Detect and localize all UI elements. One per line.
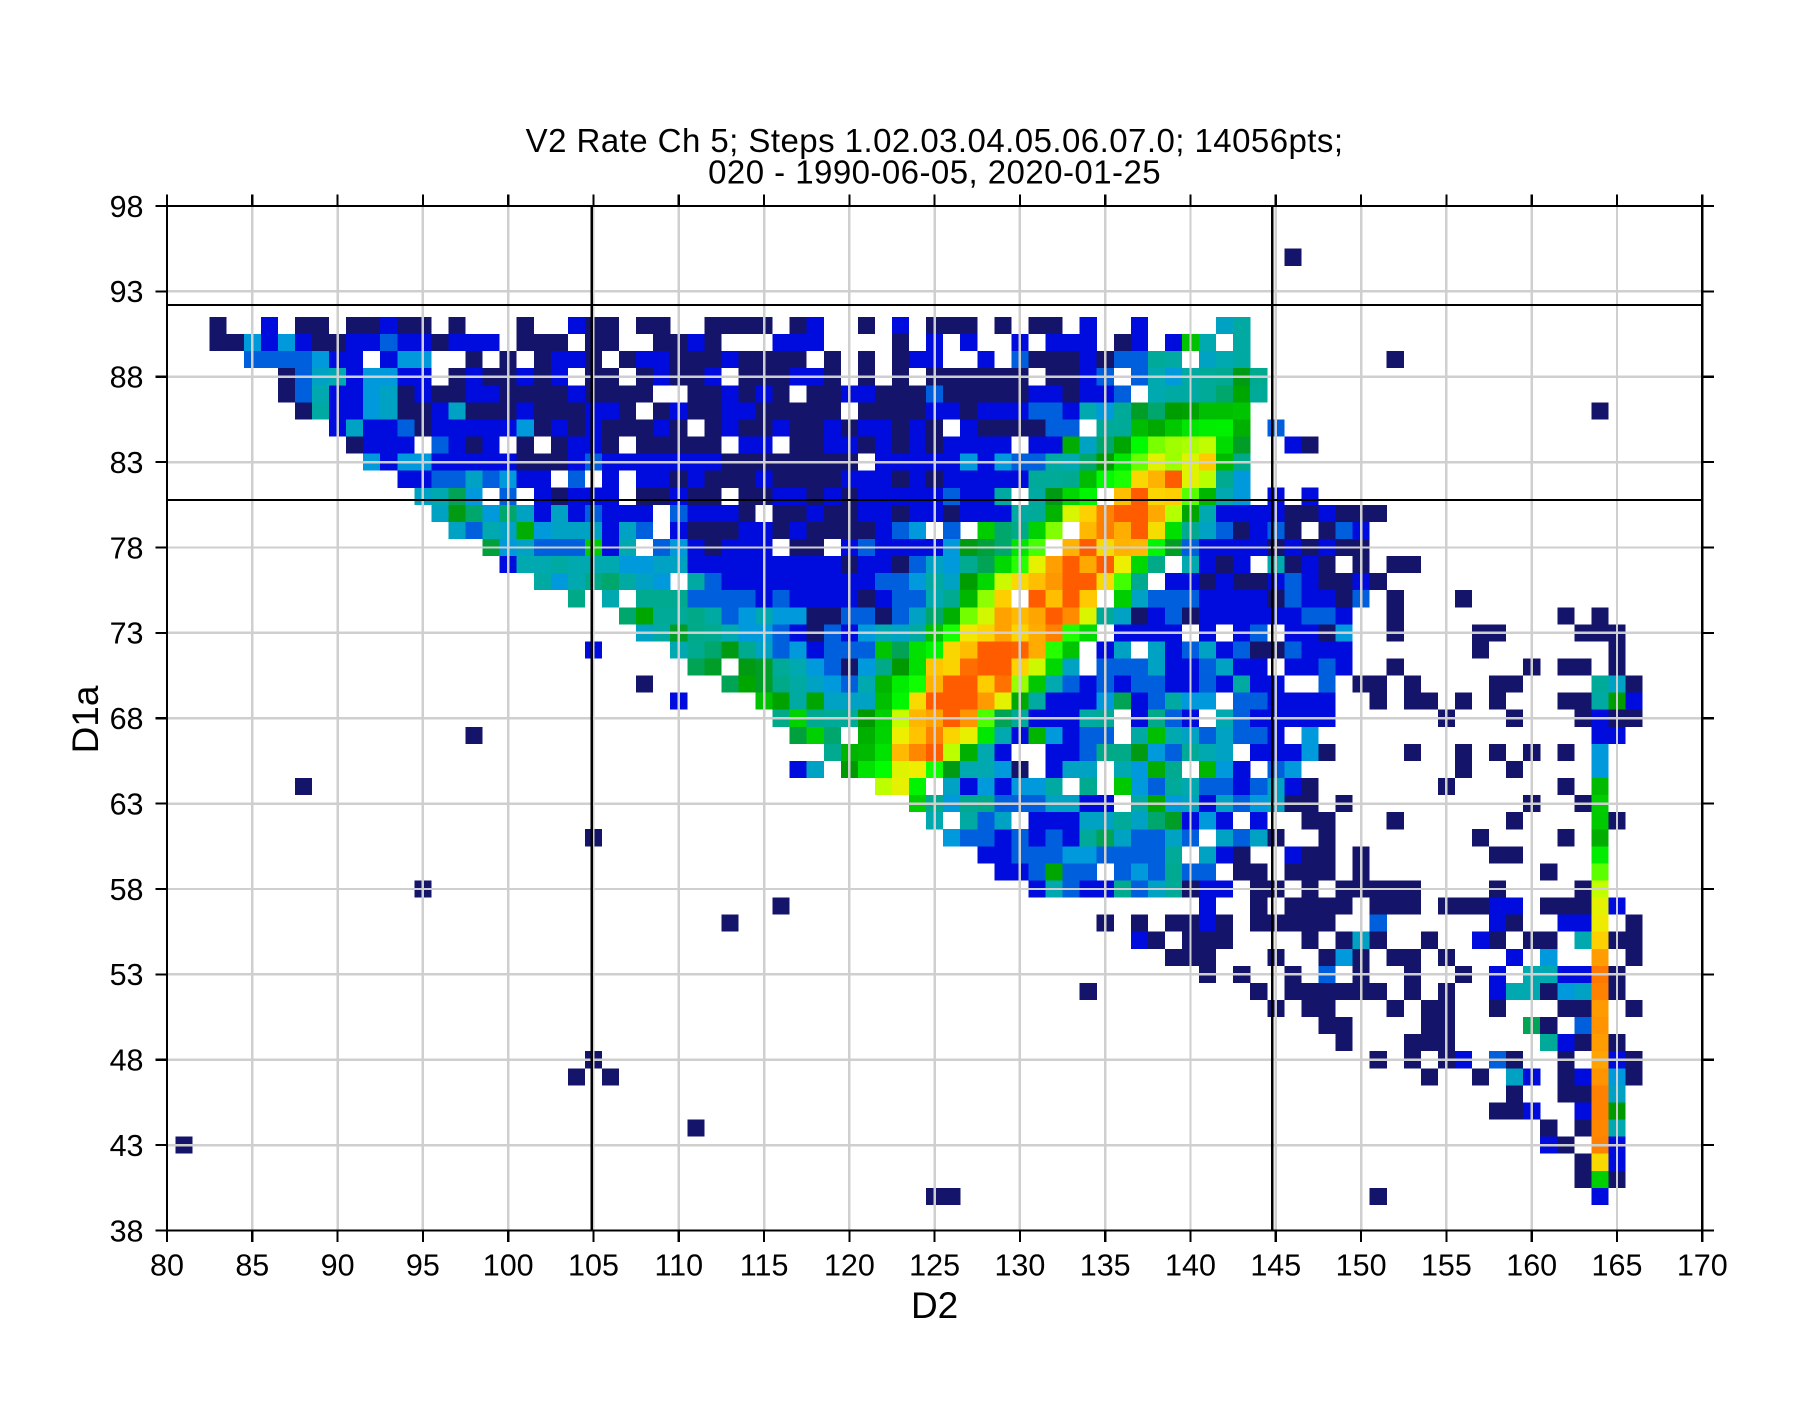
- svg-text:170: 170: [1677, 1249, 1728, 1283]
- svg-text:93: 93: [110, 275, 144, 309]
- svg-text:43: 43: [110, 1129, 144, 1163]
- svg-text:135: 135: [1080, 1249, 1131, 1283]
- svg-text:73: 73: [110, 617, 144, 651]
- svg-text:98: 98: [110, 190, 144, 224]
- svg-text:140: 140: [1165, 1249, 1216, 1283]
- svg-text:58: 58: [110, 873, 144, 907]
- svg-text:85: 85: [235, 1249, 269, 1283]
- svg-text:115: 115: [740, 1249, 789, 1283]
- svg-text:63: 63: [110, 787, 144, 821]
- svg-text:120: 120: [824, 1249, 875, 1283]
- svg-text:130: 130: [994, 1249, 1045, 1283]
- svg-text:125: 125: [909, 1249, 960, 1283]
- svg-text:150: 150: [1336, 1249, 1387, 1283]
- svg-text:155: 155: [1421, 1249, 1472, 1283]
- svg-text:95: 95: [406, 1249, 440, 1283]
- svg-text:110: 110: [654, 1249, 703, 1283]
- svg-text:38: 38: [110, 1214, 144, 1248]
- svg-text:68: 68: [110, 702, 144, 736]
- svg-text:48: 48: [110, 1044, 144, 1078]
- svg-text:165: 165: [1592, 1249, 1643, 1283]
- svg-text:D1a: D1a: [65, 685, 106, 753]
- svg-text:105: 105: [568, 1249, 619, 1283]
- svg-text:83: 83: [110, 446, 144, 480]
- svg-text:D2: D2: [911, 1285, 958, 1326]
- svg-text:145: 145: [1250, 1249, 1301, 1283]
- svg-text:90: 90: [321, 1249, 355, 1283]
- svg-text:53: 53: [110, 958, 144, 992]
- svg-text:78: 78: [110, 531, 144, 565]
- svg-text:80: 80: [150, 1249, 184, 1283]
- svg-text:020 - 1990-06-05, 2020-01-25: 020 - 1990-06-05, 2020-01-25: [708, 154, 1161, 191]
- svg-text:100: 100: [483, 1249, 534, 1283]
- svg-text:V2 Rate Ch 5; Steps 1.02.03.04: V2 Rate Ch 5; Steps 1.02.03.04.05.06.07.…: [526, 122, 1344, 159]
- svg-text:88: 88: [110, 361, 144, 395]
- svg-text:160: 160: [1506, 1249, 1557, 1283]
